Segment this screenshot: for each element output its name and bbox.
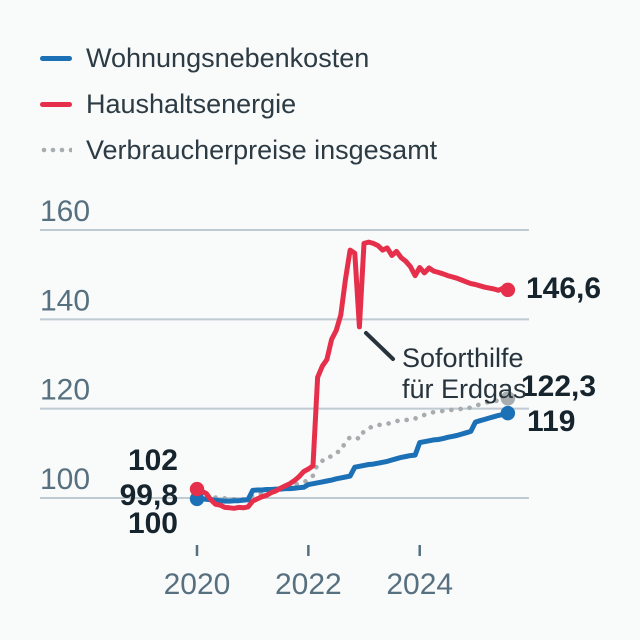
end-value-haushaltsenergie: 146,6 (526, 272, 602, 305)
y-axis-label-100: 100 (40, 463, 90, 496)
series-line-verbraucherpreise (194, 396, 511, 502)
x-axis-label-2022: 2022 (275, 568, 342, 601)
x-axis-label-2020: 2020 (164, 568, 231, 601)
end-dot-haushaltsenergie (500, 282, 516, 298)
legend-swatch-red-line-icon (40, 101, 72, 107)
end-value-verbraucherpreise: 122,3 (521, 370, 597, 403)
series-line-haushaltsenergie (194, 239, 511, 511)
annotation-line1: Soforthilfe (402, 343, 524, 373)
legend-label: Haushaltsenergie (86, 88, 297, 119)
start-value-wohnungsnebenkosten: 99,8 (119, 479, 178, 512)
y-axis-label-160: 160 (40, 195, 90, 228)
legend-swatch-blue-line-icon (40, 55, 72, 61)
end-dot-wohnungsnebenkosten (500, 405, 516, 421)
legend: Wohnungsnebenkosten Haushaltsenergie Ver… (40, 42, 438, 182)
end-value-wohnungsnebenkosten: 119 (527, 405, 576, 438)
end-dot-verbraucherpreise (500, 391, 516, 406)
y-axis-label-120: 120 (40, 374, 90, 407)
legend-swatch-dotted-line-icon (40, 146, 72, 154)
start-dot-haushaltsenergie (189, 481, 205, 497)
start-value-verbraucherpreise: 100 (127, 507, 178, 540)
annotation-line2: für Erdgas (402, 374, 527, 404)
legend-label: Verbraucherpreise insgesamt (86, 134, 438, 165)
y-axis-label-140: 140 (40, 284, 90, 317)
x-axis-label-2024: 2024 (386, 568, 453, 601)
start-value-haushaltsenergie: 102 (127, 444, 178, 477)
legend-item-verbraucherpreise: Verbraucherpreise insgesamt (40, 134, 438, 165)
annotation-soforthilfe: Soforthilfe für Erdgas (402, 343, 527, 405)
legend-item-haushaltsenergie: Haushaltsenergie (40, 88, 437, 119)
annotation-pointer-line (364, 331, 395, 361)
legend-label: Wohnungsnebenkosten (86, 42, 370, 73)
series-line-wohnungsnebenkosten (194, 410, 511, 504)
legend-item-wohnungsnebenkosten: Wohnungsnebenkosten (40, 42, 437, 73)
